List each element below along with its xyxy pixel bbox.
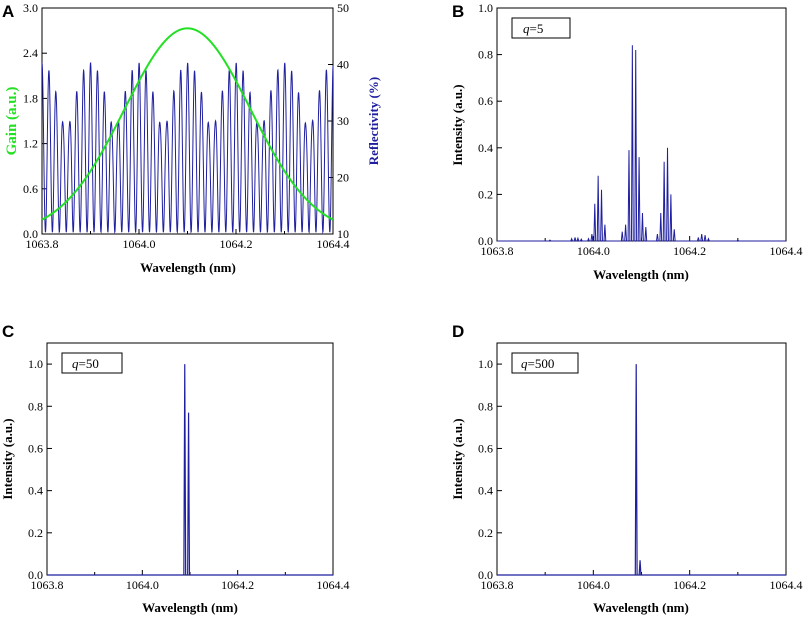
y-tick-label: 0.6: [28, 441, 43, 455]
y-axis-title-c: Intensity (a.u.): [0, 418, 15, 499]
y-tick-label: 0.4: [478, 484, 493, 498]
x-axis-title-a: Wavelength (nm): [140, 260, 236, 275]
x-axis-ticks-a: 1063.8 1064.0 1064.2 1064.4: [26, 229, 350, 251]
x-tick-label: 1064.0: [577, 244, 610, 258]
legend-box-c: [61, 352, 123, 374]
y-tick-label: 0.4: [478, 141, 493, 155]
y-axis-title-d: Intensity (a.u.): [450, 418, 465, 499]
y-tick-label: 0.6: [23, 182, 38, 196]
x-axis-title-c: Wavelength (nm): [142, 600, 238, 615]
panel-letter-c: C: [2, 322, 14, 341]
panel-b: B 0.00.20.40.60.81.0 1063.8 1064.0 1064.2 1…: [450, 1, 803, 282]
y-tick-label: 0.8: [28, 399, 43, 413]
y-tick-label: 0.6: [478, 94, 493, 108]
x-tick-label: 1064.4: [317, 237, 350, 251]
y-axis-ticks-d: 0.0 0.2 0.4 0.6 0.8 1.0: [478, 357, 502, 582]
y-tick-label: 2.4: [23, 46, 38, 60]
x-tick-label: 1064.0: [126, 578, 159, 592]
spectrum-line-c: [47, 364, 333, 576]
left-axis-ticks-a: 0.0 0.6 1.2 1.8 2.4 3.0: [23, 1, 47, 241]
panel-d: D 0.00.20.40.60.81.0 1063.8 1064.0 1064.2 1…: [450, 322, 803, 615]
x-axis-title-b: Wavelength (nm): [593, 267, 689, 282]
y-tick-label: 0.0: [23, 227, 38, 241]
x-tick-label: 1064.2: [221, 578, 254, 592]
x-tick-label: 1064.4: [770, 578, 803, 592]
x-tick-label: 1064.2: [673, 578, 706, 592]
panel-c: C 0.00.20.40.60.81.0 1063.8 1064.0 1064.2 1…: [0, 322, 350, 615]
y-axis-title-gain: Gain (a.u.): [4, 87, 20, 156]
x-axis-ticks-c: 1063.8 1064.0 1064.2 1064.4: [31, 570, 350, 592]
spectrum-line-d: [497, 364, 786, 576]
y-tick-label: 0.0: [478, 568, 493, 582]
y-axis-title-b: Intensity (a.u.): [450, 84, 465, 165]
plot-frame-d: [496, 342, 787, 576]
panel-letter-b: B: [452, 2, 464, 21]
y2-tick-label: 10: [337, 227, 349, 241]
y-tick-label: 0.2: [478, 526, 493, 540]
y-tick-label: 1.0: [478, 357, 493, 371]
x-tick-label: 1064.4: [317, 578, 350, 592]
y-tick-label: 0.0: [478, 234, 493, 248]
x-axis-ticks-b: 1063.8 1064.0 1064.2 1064.4: [481, 236, 803, 258]
y-axis-ticks-b: 0.0 0.2 0.4 0.6 0.8 1.0: [478, 1, 502, 248]
legend-label-b: q=5: [523, 21, 543, 36]
x-axis-ticks-d: 1063.8 1064.0 1064.2 1064.4: [481, 570, 803, 592]
y-tick-label: 1.2: [23, 137, 38, 151]
y2-tick-label: 40: [337, 58, 349, 72]
y-tick-label: 0.6: [478, 441, 493, 455]
x-tick-label: 1063.8: [481, 244, 514, 258]
x-tick-label: 1064.2: [673, 244, 706, 258]
y-axis-title-reflectivity: Reflectivity (%): [366, 77, 381, 165]
legend-label-d: q=500: [521, 356, 554, 371]
y2-tick-label: 20: [337, 171, 349, 185]
y2-tick-label: 50: [337, 1, 349, 15]
y-tick-label: 3.0: [23, 1, 38, 15]
legend-label-c: q=50: [72, 356, 99, 371]
y-tick-label: 0.4: [28, 484, 43, 498]
y-tick-label: 0.2: [478, 187, 493, 201]
y-axis-ticks-c: 0.0 0.2 0.4 0.6 0.8 1.0: [28, 357, 52, 582]
y-tick-label: 0.2: [28, 526, 43, 540]
x-tick-label: 1064.0: [123, 237, 156, 251]
y-tick-label: 1.0: [478, 1, 493, 15]
x-axis-title-d: Wavelength (nm): [593, 600, 689, 615]
x-tick-label: 1063.8: [31, 578, 64, 592]
plot-frame-c: [46, 342, 334, 576]
x-tick-label: 1064.2: [220, 237, 253, 251]
y-tick-label: 0.0: [28, 568, 43, 582]
y-tick-label: 0.8: [478, 399, 493, 413]
y2-tick-label: 30: [337, 114, 349, 128]
x-tick-label: 1064.0: [577, 578, 610, 592]
panel-letter-d: D: [452, 322, 464, 341]
spectrum-line-b: [497, 45, 786, 242]
y-tick-label: 1.0: [28, 357, 43, 371]
legend-box-b: [511, 17, 571, 39]
y-tick-label: 0.8: [478, 48, 493, 62]
x-tick-label: 1063.8: [481, 578, 514, 592]
x-tick-label: 1064.4: [770, 244, 803, 258]
gain-series-line: [41, 27, 334, 221]
panel-letter-a: A: [2, 2, 14, 21]
plot-frame-b: [496, 7, 787, 242]
legend-box-d: [511, 352, 579, 374]
reflectivity-series-line: [41, 61, 334, 235]
y-tick-label: 1.8: [23, 91, 38, 105]
x-tick-label: 1063.8: [26, 237, 59, 251]
